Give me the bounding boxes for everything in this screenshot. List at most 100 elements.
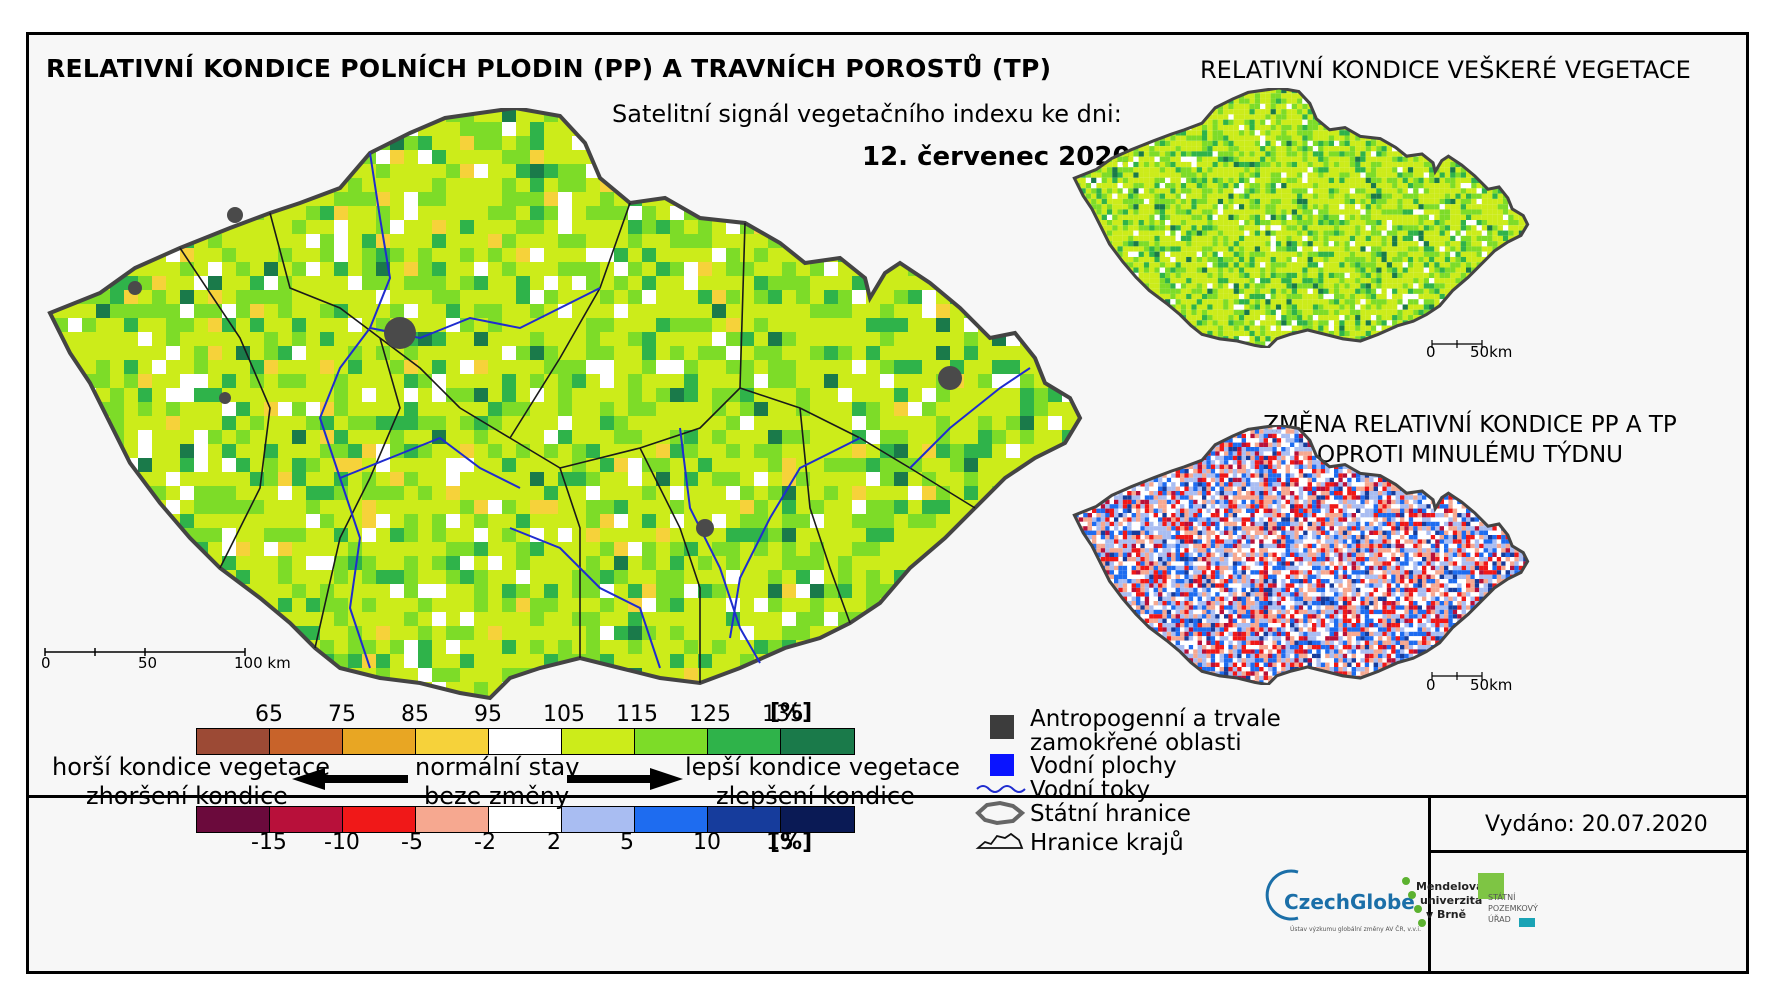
condition-tick-4: 105 (543, 702, 585, 727)
spu-line3: ÚŘAD (1488, 915, 1511, 924)
spu-line1: STÁTNÍ (1488, 893, 1516, 902)
condition-swatch-1 (270, 729, 343, 754)
condition-tick-2: 85 (401, 702, 429, 727)
improvement-label: zlepšení kondice (716, 782, 915, 810)
condition-tick-5: 115 (616, 702, 658, 727)
change-swatch-8 (781, 807, 854, 832)
condition-swatch-7 (708, 729, 781, 754)
region-border-icon (975, 832, 1024, 849)
change-swatch-1 (270, 807, 343, 832)
change-swatch-3 (416, 807, 489, 832)
change-swatch-5 (562, 807, 635, 832)
issued-divider (1428, 850, 1749, 853)
legend-vertical-divider (1428, 798, 1431, 974)
main-scale-100: 100 km (234, 654, 291, 672)
region-border-label: Hranice krajů (1030, 830, 1184, 856)
urban-areas (128, 207, 962, 537)
anthropogenic-swatch (990, 715, 1014, 739)
change-swatch-7 (708, 807, 781, 832)
change-swatch-0 (197, 807, 270, 832)
worsening-label: zhoršení kondice (86, 782, 288, 810)
change-tick-7: 15 (766, 830, 794, 855)
rivers (318, 152, 1031, 669)
worse-condition-label: horší kondice vegetace (52, 753, 331, 781)
rivers-label: Vodní toky (1030, 777, 1151, 803)
mendel-line1: Mendelova (1416, 880, 1484, 893)
veg-scale-0: 0 (1426, 343, 1436, 361)
change-scale-0: 0 (1426, 676, 1436, 694)
legend-divider (26, 795, 1749, 798)
czechglobe-logo: CzechGlobe (1284, 890, 1415, 914)
condition-raster (50, 108, 1080, 698)
change-title-line1: ZMĚNA RELATIVNÍ KONDICE PP A TP (1263, 412, 1677, 438)
change-unit: [%] (770, 830, 813, 855)
change-scale-bar (1431, 672, 1483, 680)
condition-swatch-6 (635, 729, 708, 754)
state-border (47, 108, 1083, 701)
vegetation-raster (1074, 88, 1528, 348)
right-arrow-icon (567, 768, 683, 790)
change-tick-2: -5 (401, 830, 423, 855)
condition-swatch-4 (489, 729, 562, 754)
mendel-line3: v Brně (1426, 908, 1467, 921)
main-scale-50: 50 (138, 654, 158, 672)
spu-logo-bar (1519, 918, 1535, 927)
state-border-icon (975, 800, 1025, 826)
veg-scale-bar (1431, 340, 1483, 348)
condition-swatch-8 (781, 729, 854, 754)
main-map (44, 108, 1083, 701)
change-swatch-4 (489, 807, 562, 832)
state-border-label: Státní hranice (1030, 801, 1191, 827)
anthropogenic-label-2: zamokřené oblasti (1030, 730, 1242, 756)
change-tick-1: -10 (324, 830, 360, 855)
change-tick-3: -2 (474, 830, 496, 855)
spu-line2: POZEMKOVÝ (1488, 904, 1538, 913)
subtitle: Satelitní signál vegetačního indexu ke d… (612, 100, 1122, 128)
better-condition-label: lepší kondice vegetace (685, 753, 960, 781)
no-change-label: beze změny (424, 782, 570, 810)
condition-tick-6: 125 (689, 702, 731, 727)
condition-swatch-5 (562, 729, 635, 754)
condition-tick-0: 65 (255, 702, 283, 727)
issued-date: Vydáno: 20.07.2020 (1485, 812, 1708, 837)
spu-logo: STÁTNÍ POZEMKOVÝ ÚŘAD (1488, 892, 1538, 925)
left-arrow-icon (292, 768, 408, 790)
normal-state-label: normální stav (415, 753, 580, 781)
main-scale-0: 0 (41, 654, 51, 672)
mendel-logo-icon (1402, 877, 1426, 927)
condition-swatch-2 (343, 729, 416, 754)
condition-tick-7: 135 (762, 702, 804, 727)
spu-logo-square (1478, 873, 1504, 899)
region-borders (179, 202, 976, 683)
change-map-title: ZMĚNA RELATIVNÍ KONDICE PP A TP OPROTI M… (1210, 410, 1730, 470)
change-color-scale (196, 806, 855, 833)
water-areas-label: Vodní plochy (1030, 753, 1177, 779)
condition-tick-3: 95 (474, 702, 502, 727)
mendel-logo: Mendelova univerzita v Brně (1416, 880, 1484, 922)
change-tick-4: 2 (547, 830, 561, 855)
date-label: 12. červenec 2020 (862, 142, 1131, 172)
main-scale-bar (44, 648, 246, 656)
change-tick-6: 10 (693, 830, 721, 855)
vegetation-map-title: RELATIVNÍ KONDICE VEŠKERÉ VEGETACE (1200, 56, 1691, 84)
main-title: RELATIVNÍ KONDICE POLNÍCH PLODIN (PP) A … (46, 54, 1052, 83)
anthropogenic-label-1: Antropogenní a trvale (1030, 706, 1281, 732)
change-tick-5: 5 (620, 830, 634, 855)
condition-swatch-3 (416, 729, 489, 754)
change-swatch-2 (343, 807, 416, 832)
river-icon (976, 785, 1026, 793)
veg-scale-50: 50km (1470, 343, 1513, 361)
condition-swatch-0 (197, 729, 270, 754)
czechglobe-subtitle: Ústav výzkumu globální změny AV ČR, v.v.… (1290, 926, 1421, 933)
change-tick-0: -15 (251, 830, 287, 855)
mendel-line2: univerzita (1420, 894, 1483, 907)
change-map (1072, 425, 1530, 685)
condition-color-scale (196, 728, 855, 755)
czechglobe-logo-icon (1265, 869, 1299, 921)
vegetation-map (1072, 88, 1530, 348)
change-title-line2: OPROTI MINULÉMU TÝDNU (1316, 442, 1624, 468)
change-scale-50: 50km (1470, 676, 1513, 694)
change-swatch-6 (635, 807, 708, 832)
change-raster (1074, 425, 1528, 685)
water-area-swatch (990, 754, 1014, 776)
